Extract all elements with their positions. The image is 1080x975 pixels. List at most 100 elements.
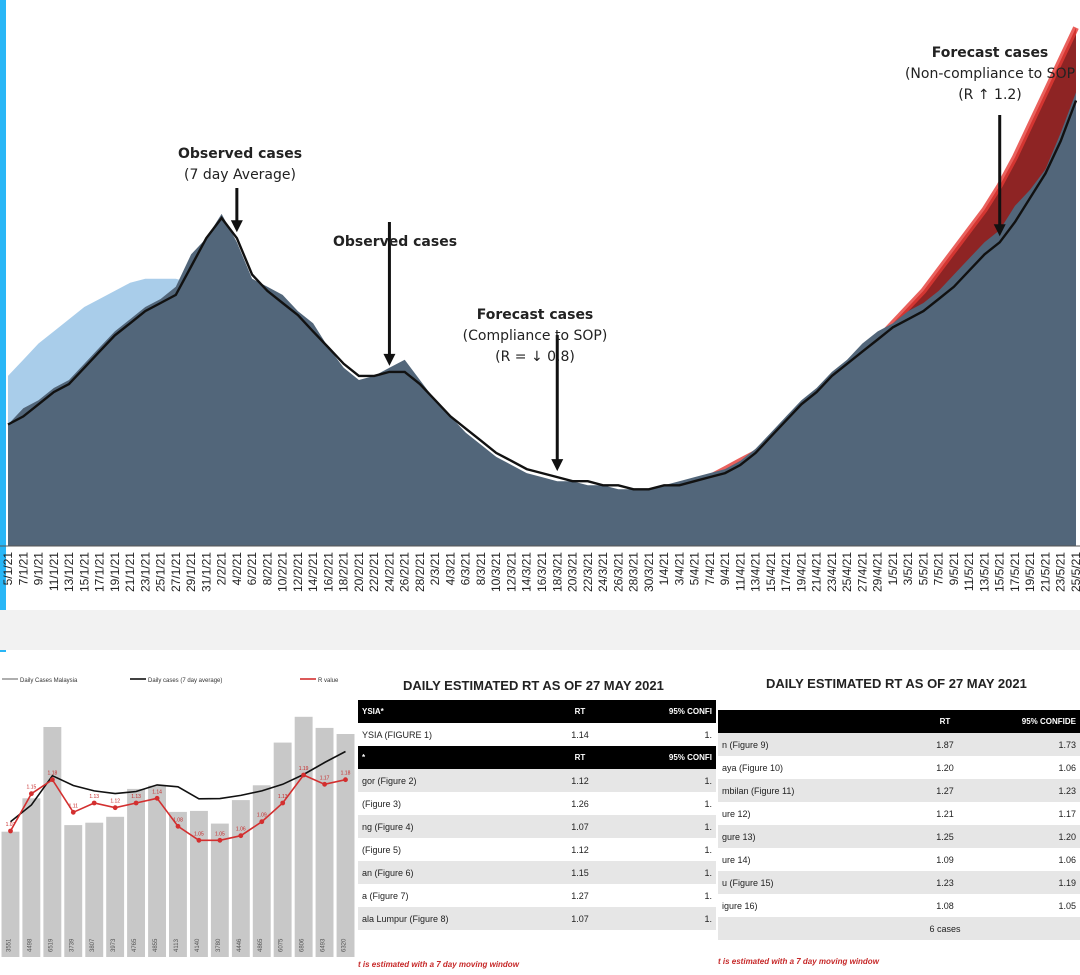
rt-table-2-header: RT 95% CONFIDE (718, 710, 1080, 733)
r-value-label: 1.05 (194, 831, 204, 837)
ci-cell (1004, 917, 1080, 940)
r-value-point (112, 805, 118, 811)
x-tick-label: 27/4/21 (855, 552, 869, 592)
r-value-point (196, 837, 202, 843)
annotation-observed-title: Observed cases (332, 234, 458, 250)
region-cell: (Figure 3) (362, 798, 402, 809)
rt-table-1-national-region: YSIA (FIGURE 1) (362, 729, 433, 740)
daily-cases-rt-chart: Daily Cases Malaysia Daily cases (7 day a… (1, 678, 355, 957)
rt-table-1-header: YSIA* RT 95% CONFI (358, 700, 716, 723)
left-edge-bar (0, 0, 6, 975)
ci-cell: 1. (704, 844, 712, 855)
bar-value-label: 4140 (195, 938, 201, 952)
table-row: ure 14) 1.09 1.06 (718, 848, 1080, 871)
ci-cell: 1.06 (1058, 854, 1076, 865)
x-tick-label: 5/4/21 (688, 552, 702, 586)
bar-value-label: 3551 (6, 938, 12, 952)
rt-table-2: RT 95% CONFIDE n (Figure 9) 1.87 1.73 aya … (718, 710, 1080, 940)
annotation-forecast-noncompliance: Forecast cases (Non-compliance to SOP (R… (900, 43, 1080, 106)
daily-cases-7day-avg-line (10, 750, 346, 823)
bar-value-label: 4855 (153, 938, 159, 952)
r-value-point (217, 837, 223, 843)
x-tick-label: 4/3/21 (443, 552, 457, 586)
table-row: n (Figure 9) 1.87 1.73 (718, 733, 1080, 756)
x-tick-label: 1/5/21 (886, 552, 900, 586)
bar-daily-cases (106, 816, 125, 957)
rt-cell: 1.27 (886, 779, 1004, 802)
rt-table-panel-2: DAILY ESTIMATED RT AS OF 27 MAY 2021 RT … (718, 652, 1080, 975)
region-cell: ala Lumpur (Figure 8) (358, 907, 526, 930)
x-tick-label: 12/2/21 (291, 552, 305, 592)
bar-daily-cases (43, 727, 62, 957)
x-tick-label: 31/1/21 (199, 552, 213, 592)
x-tick-label: 6/2/21 (245, 552, 259, 586)
region-cell: ng (Figure 4) (358, 815, 526, 838)
x-tick-label: 11/4/21 (733, 552, 747, 591)
annotation-observed-avg-sub: (7 day Average) (184, 167, 296, 183)
region-cell: an (Figure 6) (358, 861, 526, 884)
x-tick-label: 9/1/21 (32, 552, 46, 586)
x-tick-label: 9/4/21 (718, 552, 732, 586)
x-tick-label: 19/4/21 (794, 552, 808, 592)
table-row: (Figure 5) 1.12 1. (358, 838, 716, 861)
r-value-point (91, 800, 97, 806)
ci-cell: 1. (634, 861, 716, 884)
annotation-forecast-noncompliance-sub: (Non-compliance to SOP (904, 66, 1076, 82)
table-row: an (Figure 6) 1.15 1. (358, 861, 716, 884)
rt-table-1-header-ci: 95% CONFI (634, 700, 716, 723)
annotation-observed: Observed cases (320, 232, 470, 253)
x-tick-label: 2/2/21 (215, 552, 229, 586)
x-tick-label: 22/3/21 (581, 552, 595, 592)
ci-cell: 1.05 (1058, 900, 1076, 911)
table-row: gor (Figure 2) 1.12 1. (358, 769, 716, 792)
rt-cell: 1.87 (886, 733, 1004, 756)
rt-table-1-subheader-rt: RT (526, 746, 634, 769)
x-tick-label: 22/2/21 (367, 552, 381, 592)
rt-table-2-header-ci: 95% CONFIDE (1004, 710, 1080, 733)
rt-cell: 6 cases (886, 917, 1004, 940)
x-tick-label: 3/4/21 (672, 552, 686, 586)
bar-value-label: 4498 (27, 938, 33, 952)
r-value-point (8, 828, 13, 834)
rt-cell: 1.21 (936, 808, 954, 819)
bar-value-label: 3780 (216, 938, 222, 952)
rt-table-1-title: DAILY ESTIMATED RT AS OF 27 MAY 2021 (403, 678, 664, 693)
bar-daily-cases (336, 734, 355, 957)
bar-value-label: 3973 (111, 938, 117, 952)
x-tick-label: 6/3/21 (459, 552, 473, 586)
rt-cell: 1.20 (936, 762, 954, 773)
annotation-observed-avg-title: Observed cases (177, 146, 303, 162)
r-value-label: 1.14 (152, 789, 162, 795)
x-tick-label: 19/5/21 (1023, 552, 1037, 592)
x-tick-label: 19/1/21 (108, 552, 122, 592)
x-tick-label: 15/5/21 (993, 552, 1007, 592)
region-cell: a (Figure 7) (362, 890, 409, 901)
r-value-label: 1.09 (257, 813, 267, 819)
x-tick-label: 2/3/21 (428, 552, 442, 586)
annotation-arrowhead (993, 224, 1006, 237)
bar-value-label: 6493 (321, 938, 327, 952)
table-row: 6 cases (718, 917, 1080, 940)
rt-cell: 1.09 (936, 854, 954, 865)
r-value-label: 1.18 (48, 771, 58, 777)
ci-cell: 1. (704, 798, 712, 809)
annotation-forecast-compliance-title: Forecast cases (476, 307, 594, 323)
x-tick-label: 26/2/21 (398, 552, 412, 592)
rt-table-1: YSIA* RT 95% CONFI YSIA (FIGURE 1) 1.14 … (358, 700, 716, 930)
bar-value-label: 6806 (300, 938, 306, 952)
x-tick-label: 16/2/21 (321, 552, 335, 592)
x-tick-label: 13/4/21 (749, 552, 763, 592)
x-tick-label: 12/3/21 (504, 552, 518, 592)
x-tick-label: 14/3/21 (520, 552, 534, 592)
annotation-forecast-compliance: Forecast cases (Compliance to SOP) (R = … (450, 305, 620, 368)
rt-table-1-header-rt: RT (526, 700, 634, 723)
bar-daily-cases (252, 785, 271, 957)
x-tick-label: 15/1/21 (77, 552, 91, 592)
x-tick-label: 11/1/21 (47, 552, 61, 591)
ci-cell: 1.73 (1004, 733, 1080, 756)
x-tick-label: 17/5/21 (1008, 552, 1022, 592)
r-value-label: 1.19 (299, 766, 309, 772)
x-tick-label: 7/4/21 (703, 552, 717, 586)
r-value-label: 1.18 (341, 771, 351, 777)
bar-daily-cases (190, 810, 208, 957)
